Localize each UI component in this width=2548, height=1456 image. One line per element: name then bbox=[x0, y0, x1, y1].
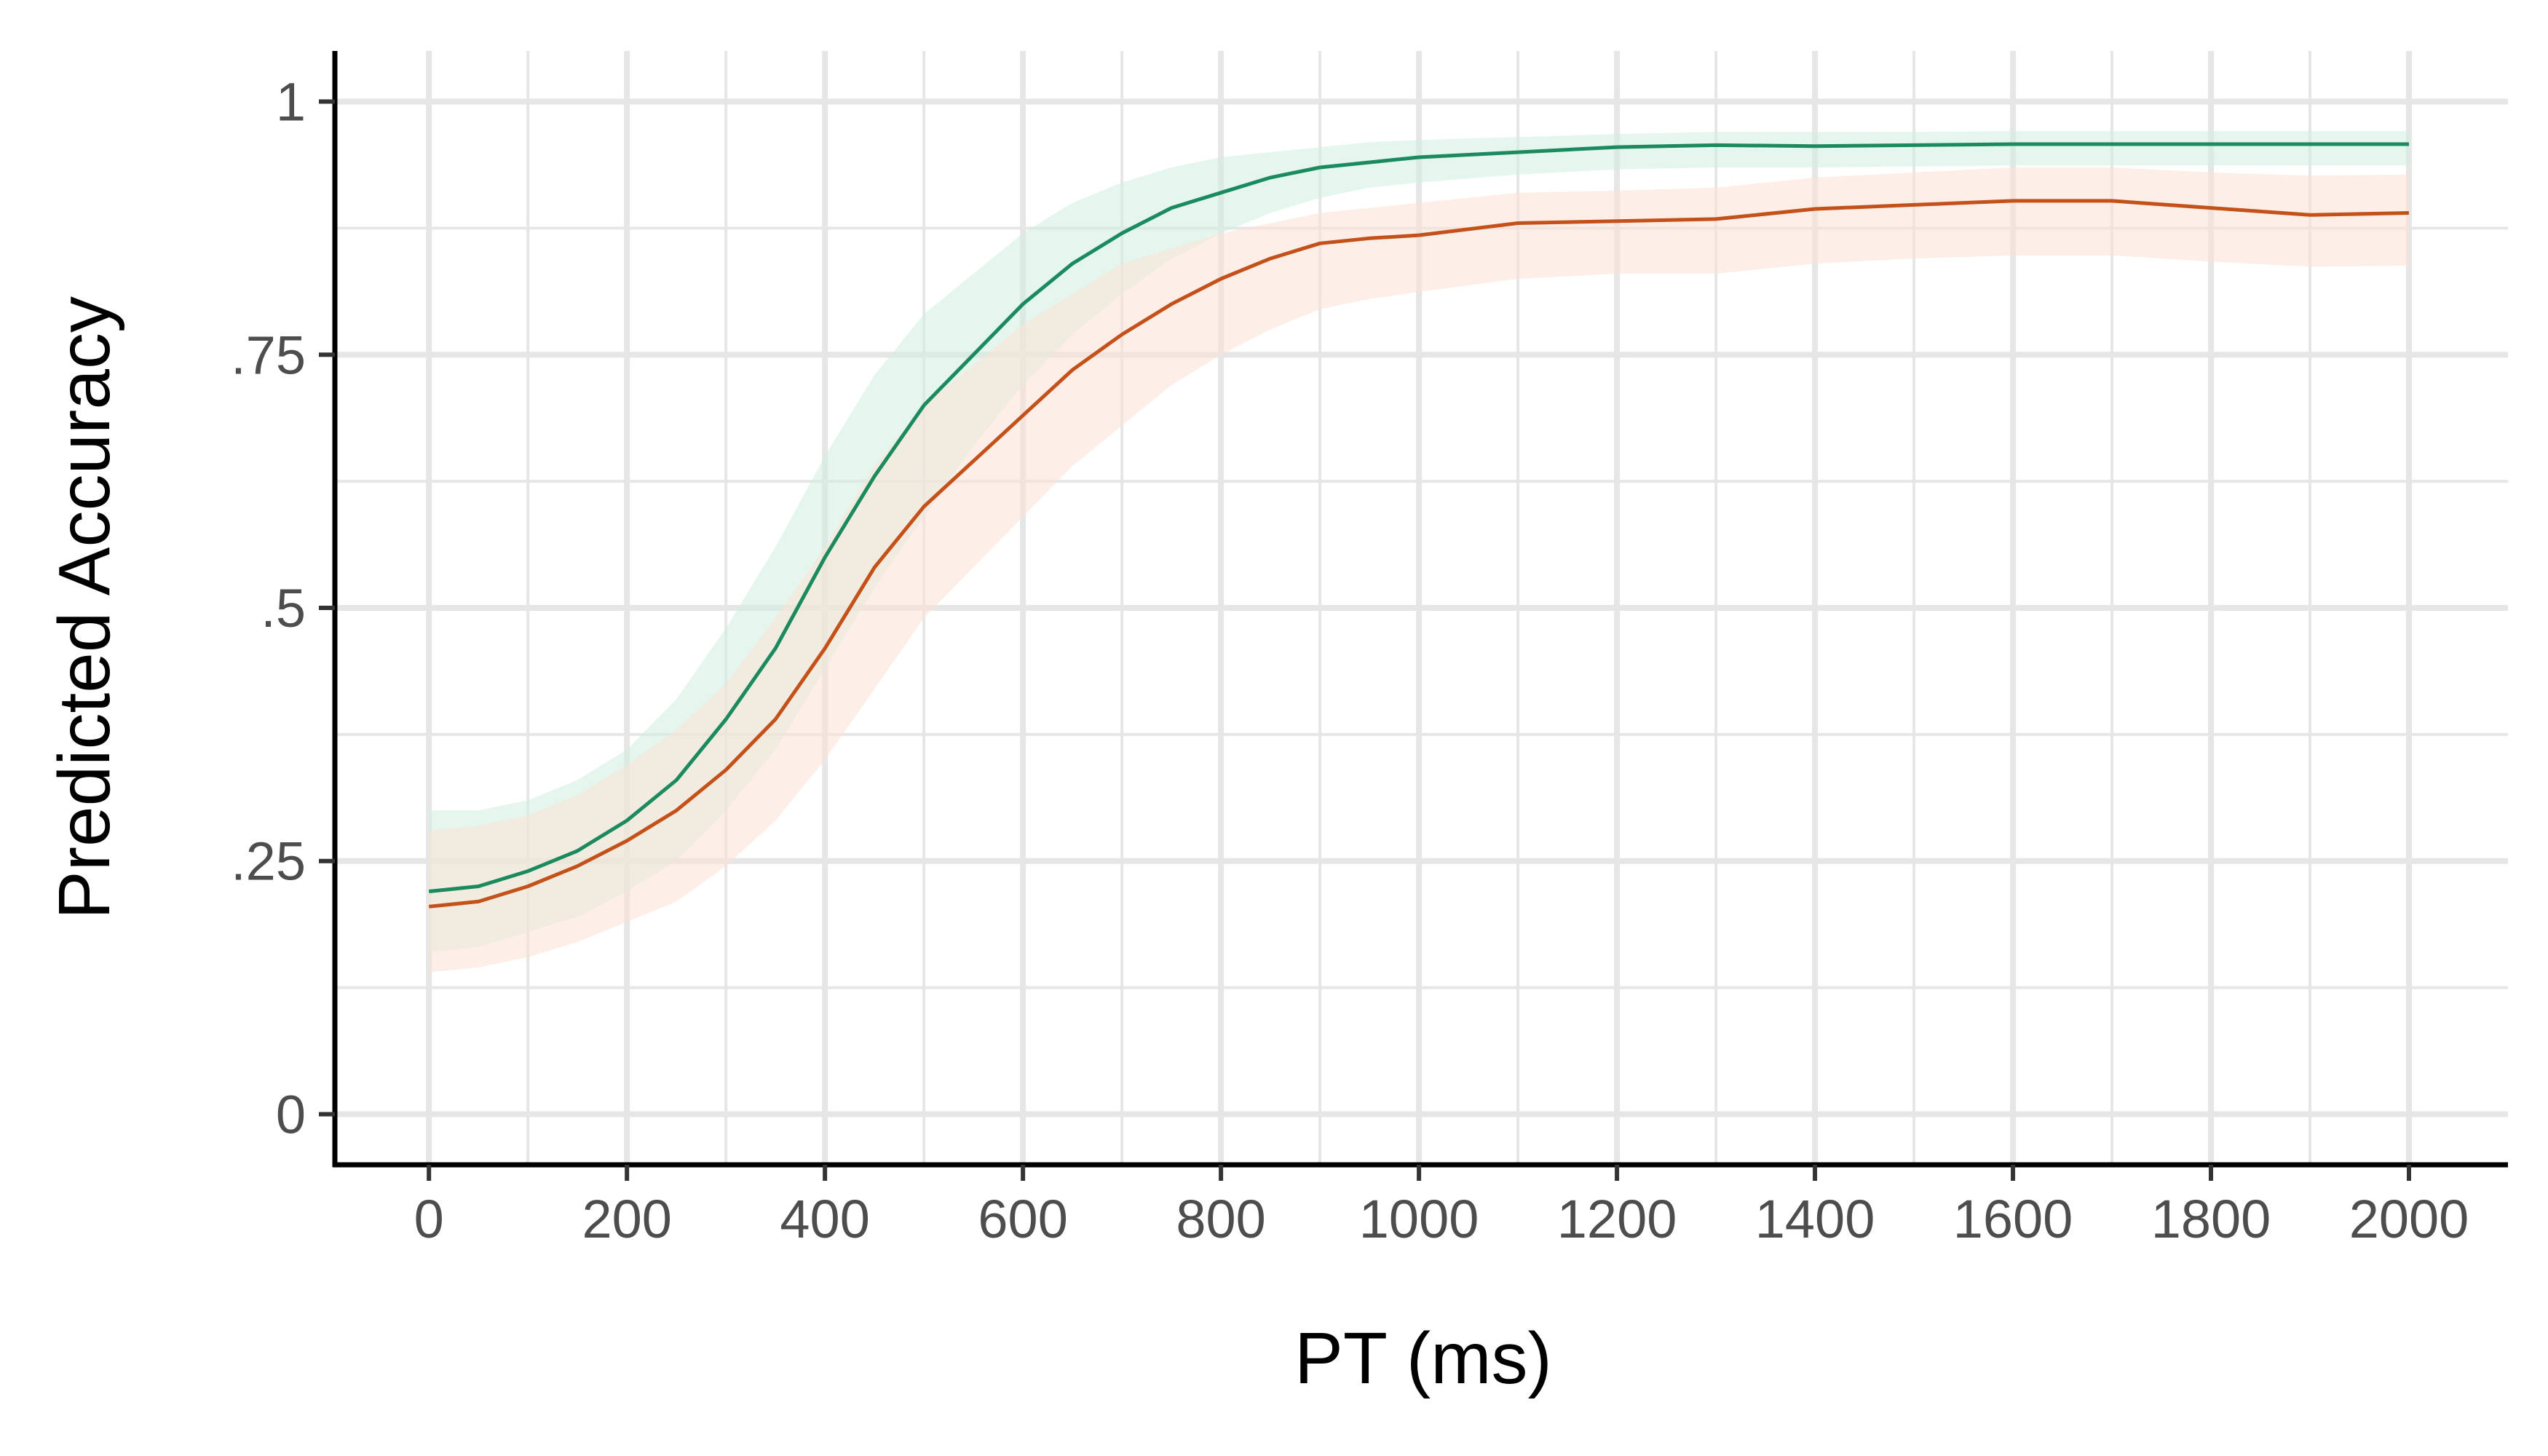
y-tick-label: .25 bbox=[231, 831, 306, 892]
x-tick-label: 200 bbox=[582, 1189, 671, 1249]
x-tick-label: 1200 bbox=[1557, 1189, 1677, 1249]
series-lines bbox=[428, 142, 2410, 909]
x-tick-label: 1400 bbox=[1755, 1189, 1875, 1249]
y-tick-label: .5 bbox=[261, 578, 306, 638]
axes bbox=[319, 51, 2508, 1181]
confidence-bands bbox=[429, 130, 2410, 973]
y-tick-label: 0 bbox=[276, 1084, 306, 1144]
x-tick-label: 1000 bbox=[1359, 1189, 1479, 1249]
series-line-2 bbox=[428, 199, 2410, 909]
x-tick-label: 2000 bbox=[2349, 1189, 2469, 1249]
y-axis-title: Predicted Accuracy bbox=[44, 296, 125, 919]
y-tick-label: 1 bbox=[276, 72, 306, 132]
x-tick-label: 1600 bbox=[1953, 1189, 2073, 1249]
x-tick-label: 800 bbox=[1176, 1189, 1265, 1249]
y-tick-label: .75 bbox=[231, 325, 306, 385]
x-tick-label: 400 bbox=[780, 1189, 869, 1249]
x-tick-label: 0 bbox=[414, 1189, 444, 1249]
x-tick-label: 600 bbox=[978, 1189, 1067, 1249]
confidence-band-2 bbox=[429, 167, 2410, 973]
x-axis-title: PT (ms) bbox=[1294, 1318, 1552, 1399]
confidence-band-1 bbox=[429, 130, 2410, 952]
tick-labels: 0 200 400 600 800 1000 1200 1400 1600 1800 2000 0 .2… bbox=[231, 72, 2469, 1249]
series-line-1 bbox=[428, 142, 2409, 893]
x-tick-label: 1800 bbox=[2151, 1189, 2271, 1249]
